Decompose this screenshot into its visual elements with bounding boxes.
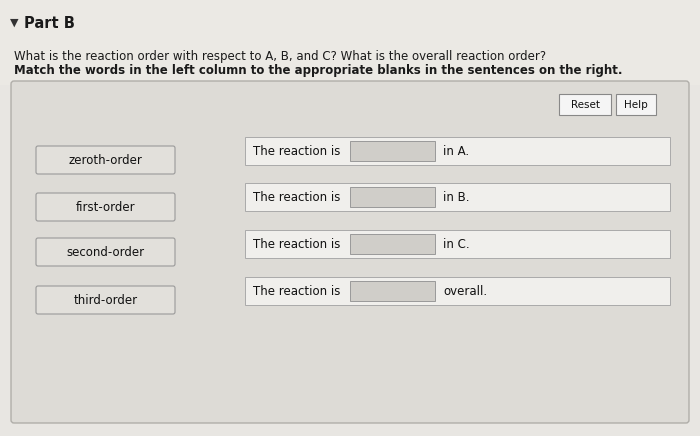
Text: Help: Help — [624, 99, 648, 109]
Text: second-order: second-order — [66, 245, 145, 259]
Text: Match the words in the left column to the appropriate blanks in the sentences on: Match the words in the left column to th… — [14, 64, 622, 77]
FancyBboxPatch shape — [36, 193, 175, 221]
FancyBboxPatch shape — [245, 277, 670, 305]
FancyBboxPatch shape — [36, 146, 175, 174]
FancyBboxPatch shape — [245, 183, 670, 211]
Text: overall.: overall. — [443, 285, 487, 297]
Text: The reaction is: The reaction is — [253, 191, 340, 204]
FancyBboxPatch shape — [559, 94, 611, 115]
Text: What is the reaction order with respect to A, B, and C? What is the overall reac: What is the reaction order with respect … — [14, 50, 546, 63]
Bar — [0, 0, 700, 85]
FancyBboxPatch shape — [245, 137, 670, 165]
Text: in C.: in C. — [443, 238, 470, 251]
FancyBboxPatch shape — [350, 234, 435, 254]
FancyBboxPatch shape — [350, 141, 435, 161]
FancyBboxPatch shape — [11, 81, 689, 423]
FancyBboxPatch shape — [36, 238, 175, 266]
FancyBboxPatch shape — [616, 94, 656, 115]
FancyBboxPatch shape — [36, 286, 175, 314]
Text: zeroth-order: zeroth-order — [69, 153, 142, 167]
Text: in A.: in A. — [443, 144, 469, 157]
Text: The reaction is: The reaction is — [253, 238, 340, 251]
Text: The reaction is: The reaction is — [253, 144, 340, 157]
Text: third-order: third-order — [74, 293, 138, 307]
FancyBboxPatch shape — [245, 230, 670, 258]
Text: Part B: Part B — [24, 16, 75, 31]
FancyBboxPatch shape — [350, 281, 435, 301]
Text: The reaction is: The reaction is — [253, 285, 340, 297]
Text: first-order: first-order — [76, 201, 135, 214]
Text: in B.: in B. — [443, 191, 470, 204]
FancyBboxPatch shape — [350, 187, 435, 207]
Text: Reset: Reset — [570, 99, 599, 109]
Text: ▼: ▼ — [10, 18, 18, 28]
